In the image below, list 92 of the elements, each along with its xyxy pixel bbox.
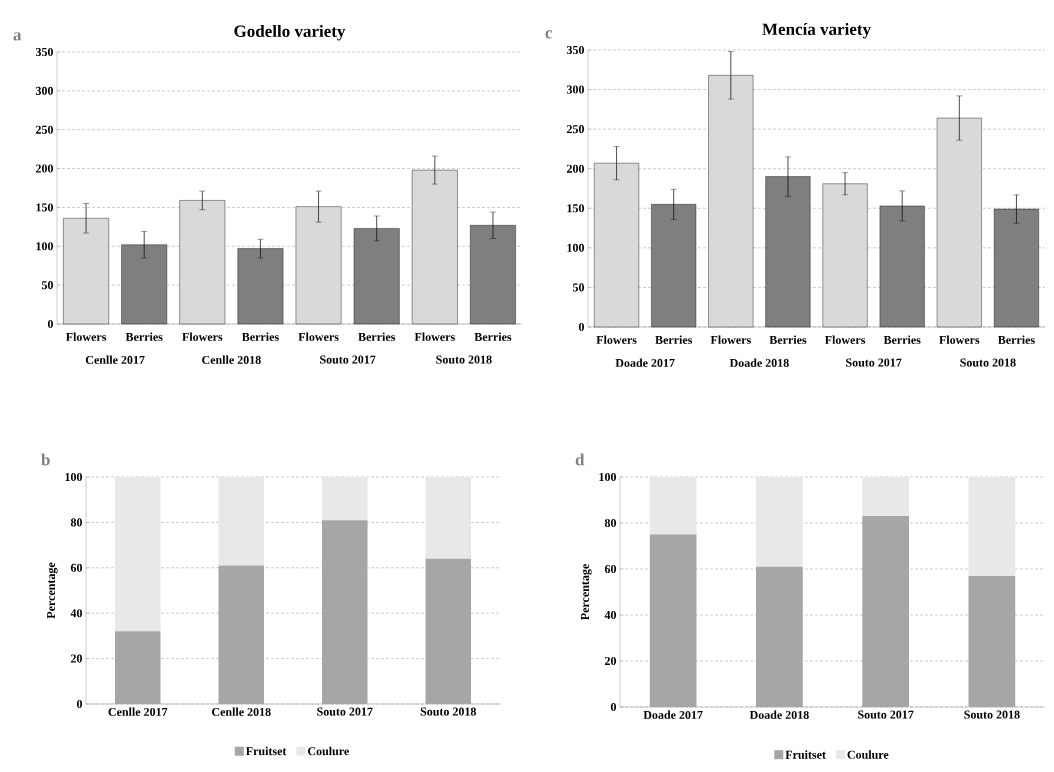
text: a: [13, 32, 22, 41]
x-tick-label: Doade 2018: [729, 358, 789, 367]
bar: [756, 477, 803, 567]
y-tick-label: 100: [567, 243, 585, 252]
x-tick-label: Souto 2017: [320, 355, 376, 364]
y-tick-label: 0: [76, 699, 83, 709]
x-tick-label: Doade 2017: [643, 710, 703, 719]
bar: [321, 520, 368, 704]
text: Flowers: [414, 332, 455, 341]
y-tick-label: 0: [578, 322, 585, 332]
y-tick-label: 350: [35, 47, 54, 57]
y-tick-label: 250: [566, 125, 585, 134]
y-tick-label: 300: [566, 85, 585, 94]
legend-label: Coulure: [847, 750, 889, 759]
bar: [179, 200, 226, 325]
text: Flowers: [939, 335, 980, 344]
x-tick-label: Doade 2017: [615, 358, 675, 367]
bar: [968, 477, 1016, 576]
text: c: [545, 30, 553, 39]
x-tick-label: Cenlle 2018: [212, 707, 271, 716]
y-tick-label: 200: [566, 164, 585, 173]
bar: [321, 477, 368, 521]
y-tick-label: 60: [70, 563, 83, 572]
y-axis-title: Percentage: [581, 564, 592, 620]
text: Berries: [474, 332, 512, 341]
y-tick-label: 300: [35, 86, 54, 95]
bar: [649, 477, 697, 535]
bar: [218, 565, 265, 704]
y-tick-label: 20: [70, 654, 83, 663]
series-label: Flowers: [596, 335, 637, 344]
x-tick-label: Cenlle 2017: [108, 707, 168, 716]
x-tick-label: Souto 2017: [846, 358, 902, 367]
y-tick-label: 0: [47, 319, 54, 329]
bar: [114, 631, 161, 704]
text: Flowers: [710, 335, 751, 344]
y-tick-label: 150: [36, 203, 54, 212]
text: Berries: [358, 332, 396, 341]
y-tick-label: 50: [41, 281, 54, 290]
legend-label: Fruitset: [785, 750, 826, 759]
x-tick-label: Souto 2018: [420, 707, 477, 716]
chart-title: Mencía variety: [762, 22, 871, 39]
text: d: [575, 453, 585, 466]
legend-label: Fruitset: [245, 746, 287, 756]
y-tick-label: 80: [70, 518, 83, 527]
bar: [218, 477, 265, 566]
y-tick-label: 80: [604, 518, 617, 528]
y-tick-label: 100: [65, 472, 83, 482]
y-tick-label: 250: [35, 125, 54, 134]
x-tick-label: Cenlle 2017: [85, 355, 145, 364]
text: Berries: [241, 332, 279, 341]
bar: [649, 534, 697, 707]
y-tick-label: 40: [70, 609, 83, 618]
text: Flowers: [182, 332, 223, 341]
text: Berries: [883, 335, 921, 344]
y-tick-label: 150: [567, 204, 585, 213]
y-tick-label: 40: [604, 610, 617, 620]
bar: [968, 575, 1016, 707]
legend-label: Coulure: [308, 746, 349, 756]
y-tick-label: 60: [604, 564, 617, 574]
bar: [594, 162, 640, 328]
bar: [862, 516, 910, 707]
y-tick-label: 100: [36, 242, 54, 251]
text: Flowers: [298, 332, 339, 341]
y-tick-label: 200: [35, 164, 54, 173]
text: Berries: [997, 335, 1035, 344]
y-axis-title: Percentage: [47, 562, 58, 619]
bar: [862, 477, 910, 517]
text: Flowers: [824, 335, 866, 344]
y-tick-label: 350: [566, 45, 585, 55]
bar: [425, 477, 472, 559]
y-tick-label: 50: [572, 283, 585, 292]
x-tick-label: Souto 2018: [964, 710, 1020, 719]
text: b: [41, 453, 50, 466]
y-tick-label: 100: [599, 472, 617, 482]
x-tick-label: Cenlle 2018: [202, 355, 261, 364]
x-tick-label: Souto 2018: [960, 358, 1016, 367]
y-tick-label: 0: [610, 702, 617, 712]
y-tick-label: 20: [604, 656, 617, 666]
bar: [425, 558, 472, 704]
series-label: Berries: [655, 335, 693, 344]
x-tick-label: Souto 2017: [317, 707, 373, 716]
chart-title: Godello variety: [234, 25, 346, 41]
x-tick-label: Doade 2018: [749, 710, 809, 719]
bar: [756, 566, 803, 707]
bar: [708, 75, 754, 328]
x-tick-label: Souto 2018: [436, 355, 492, 364]
text: Berries: [769, 335, 807, 344]
bar: [63, 218, 109, 325]
bar: [114, 477, 161, 632]
series-label: Berries: [125, 332, 163, 341]
x-tick-label: Souto 2017: [858, 710, 914, 719]
series-label: Flowers: [65, 332, 107, 341]
